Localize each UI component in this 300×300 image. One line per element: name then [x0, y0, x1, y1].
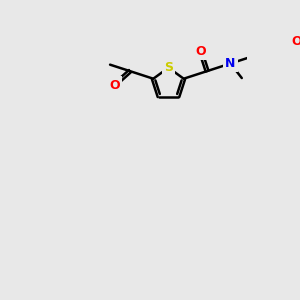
Text: O: O [195, 45, 206, 58]
Text: S: S [164, 61, 173, 74]
Text: O: O [109, 79, 120, 92]
Text: O: O [292, 35, 300, 48]
Text: N: N [225, 57, 236, 70]
